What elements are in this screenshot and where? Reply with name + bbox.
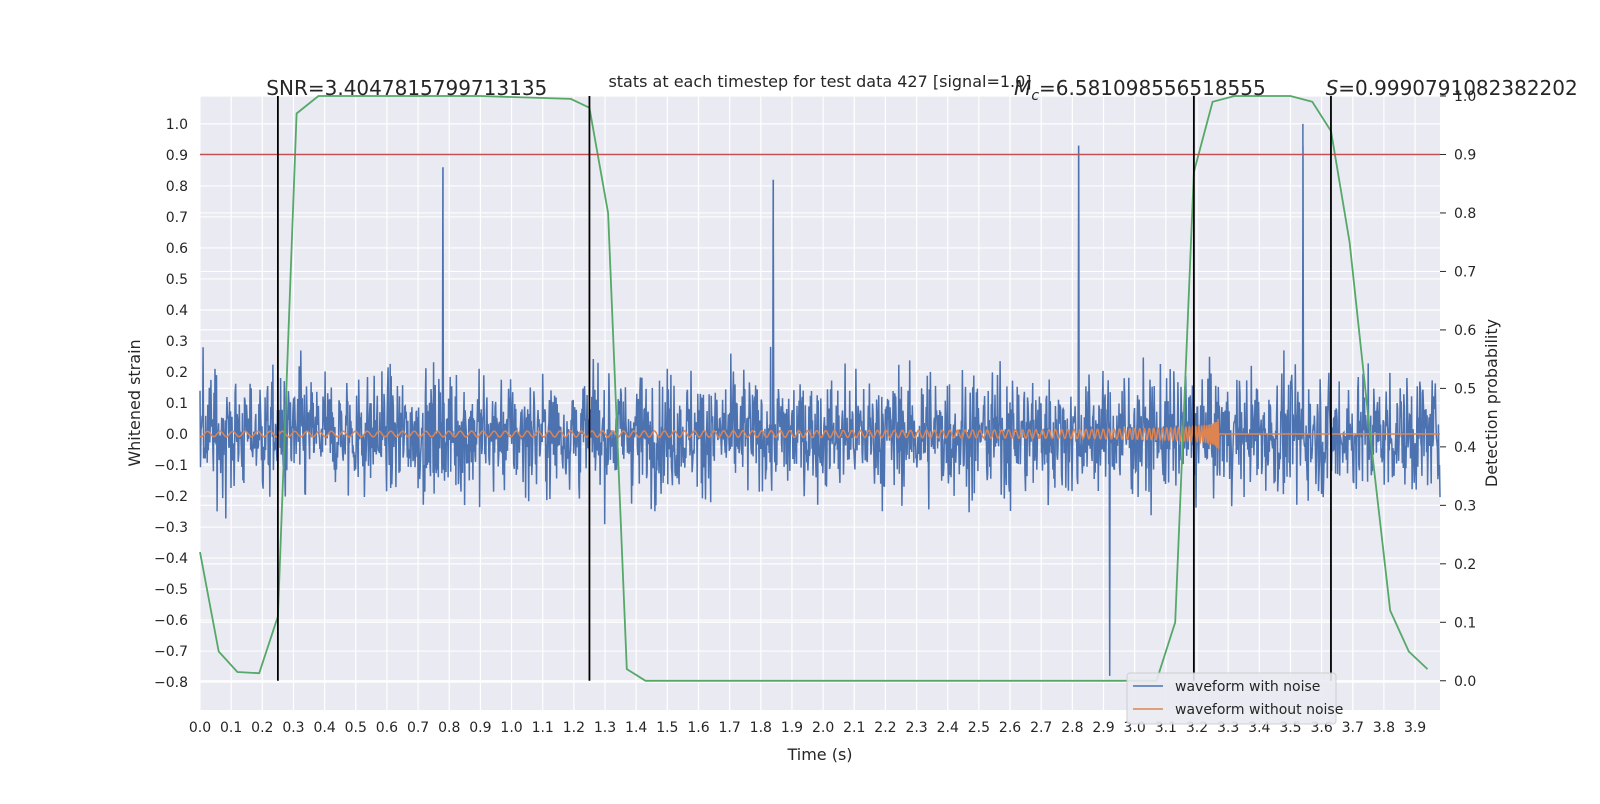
- overlay-layer: [199, 95, 1440, 682]
- x-tick-label: 0.9: [469, 720, 491, 736]
- y-tick-label-right: 1.0: [1454, 89, 1476, 105]
- x-tick-label: 1.6: [687, 720, 709, 736]
- x-tick-label: 1.9: [781, 720, 803, 736]
- score-value: =0.9990791082382202: [1338, 76, 1577, 100]
- x-tick-label: 2.4: [937, 720, 959, 736]
- series-detection-probability: [199, 95, 1429, 682]
- chart-title: stats at each timestep for test data 427…: [608, 72, 1031, 91]
- x-tick-label: 0.0: [189, 720, 211, 736]
- x-tick-label: 2.8: [1061, 720, 1083, 736]
- series-waveform-with-noise: [199, 123, 1441, 676]
- y-axis-label-right: Detection probability: [1482, 319, 1501, 487]
- snr-annotation: SNR=3.4047815799713135: [266, 76, 547, 100]
- x-tick-label: 2.7: [1030, 720, 1052, 736]
- x-tick-label: 0.3: [282, 720, 304, 736]
- x-tick-label: 3.7: [1342, 720, 1364, 736]
- legend-label-noisy: waveform with noise: [1175, 679, 1320, 695]
- stats-annotations: SNR=3.4047815799713135 Mc=6.581098556518…: [266, 76, 1577, 104]
- y-tick-label-left: 0.6: [166, 241, 188, 257]
- x-axis-label: Time (s): [786, 745, 852, 764]
- score-annotation: S=0.9990791082382202: [1326, 76, 1578, 100]
- y-tick-label-left: 0.8: [166, 179, 188, 195]
- chirp-mass-value: =6.581098556518555: [1039, 76, 1266, 100]
- y-tick-label-left: 0.9: [166, 148, 188, 164]
- x-tick-label: 2.0: [812, 720, 834, 736]
- score-symbol: S: [1326, 76, 1339, 100]
- x-tick-label: 1.3: [594, 720, 616, 736]
- x-tick-label: 2.6: [999, 720, 1021, 736]
- y-tick-label-left: −0.6: [154, 613, 188, 629]
- x-tick-label: 0.4: [313, 720, 335, 736]
- x-tick-label: 2.1: [843, 720, 865, 736]
- x-tick-label: 3.9: [1404, 720, 1426, 736]
- y-tick-label-left: −0.2: [154, 489, 188, 505]
- y-tick-label-right: 0.4: [1454, 440, 1476, 456]
- x-tick-label: 0.5: [345, 720, 367, 736]
- legend-label-clean: waveform without noise: [1175, 702, 1343, 718]
- x-tick-label: 2.9: [1092, 720, 1114, 736]
- y-tick-label-left: −0.4: [154, 551, 188, 567]
- y-tick-label-left: 0.1: [166, 396, 188, 412]
- legend-box: [1126, 672, 1337, 725]
- x-tick-label: 2.5: [968, 720, 990, 736]
- y-tick-label-left: −0.1: [154, 458, 188, 474]
- y-tick-label-right: 0.0: [1454, 674, 1476, 690]
- y-tick-label-right: 0.3: [1454, 498, 1476, 514]
- x-tick-label: 1.5: [656, 720, 678, 736]
- chirp-mass-symbol: M: [1014, 76, 1031, 100]
- x-tick-label: 0.8: [438, 720, 460, 736]
- y-tick-label-right: 0.6: [1454, 323, 1476, 339]
- x-tick-label: 0.6: [376, 720, 398, 736]
- y-tick-label-left: −0.5: [154, 582, 188, 598]
- y-axis-label-left: Whitened strain: [125, 339, 144, 466]
- x-tick-label: 1.8: [750, 720, 772, 736]
- y-tick-label-left: 0.0: [166, 427, 188, 443]
- y-tick-label-left: 0.4: [166, 303, 188, 319]
- x-tick-label: 1.4: [625, 720, 647, 736]
- x-tick-label: 2.2: [874, 720, 896, 736]
- y-tick-label-right: 0.9: [1454, 147, 1476, 163]
- x-tick-label: 3.8: [1373, 720, 1395, 736]
- x-tick-label: 1.7: [719, 720, 741, 736]
- y-tick-label-left: 0.2: [166, 365, 188, 381]
- chirp-mass-subscript: c: [1031, 88, 1039, 104]
- x-tick-label: 1.1: [532, 720, 554, 736]
- legend: waveform with noise waveform without noi…: [1126, 672, 1343, 725]
- x-tick-label: 0.2: [251, 720, 273, 736]
- y-tick-label-right: 0.1: [1454, 615, 1476, 631]
- x-tick-label: 0.1: [220, 720, 242, 736]
- x-tick-label: 1.2: [563, 720, 585, 736]
- y-tick-label-right: 0.2: [1454, 557, 1476, 573]
- x-tick-label: 2.3: [905, 720, 927, 736]
- y-tick-label-right: 0.8: [1454, 206, 1476, 222]
- y-tick-label-left: 0.3: [166, 334, 188, 350]
- x-tick-label: 0.7: [407, 720, 429, 736]
- chirp-mass-annotation: Mc=6.581098556518555: [1014, 76, 1266, 104]
- y-tick-label-left: 0.7: [166, 210, 188, 226]
- series-layer: [199, 123, 1441, 676]
- y-tick-label-left: 1.0: [166, 117, 188, 133]
- y-tick-label-right: 0.7: [1454, 264, 1476, 280]
- series-waveform-without-noise: [199, 418, 1440, 450]
- x-tick-label: 1.0: [500, 720, 522, 736]
- y-tick-label-left: 0.5: [166, 272, 188, 288]
- y-tick-label-right: 0.5: [1454, 381, 1476, 397]
- y-tick-label-left: −0.3: [154, 520, 188, 536]
- y-tick-label-left: −0.8: [154, 675, 188, 691]
- y-tick-label-left: −0.7: [154, 644, 188, 660]
